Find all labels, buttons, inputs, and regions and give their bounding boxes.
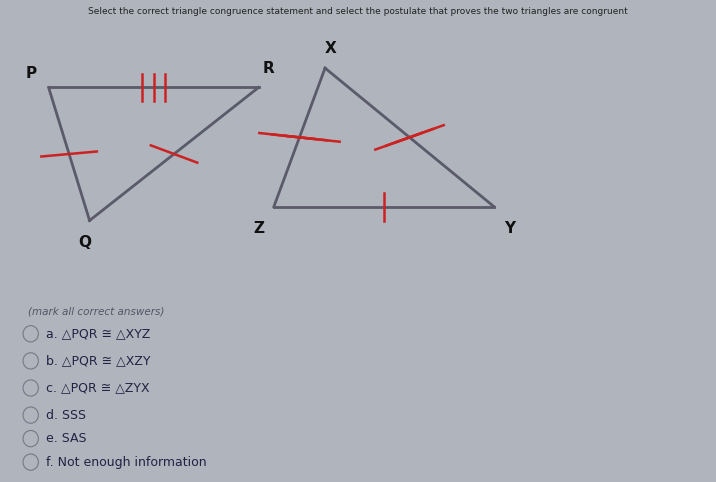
Text: b. △PQR ≅ △XZY: b. △PQR ≅ △XZY (46, 354, 150, 367)
Text: P: P (25, 66, 37, 81)
Text: d. SSS: d. SSS (46, 409, 86, 422)
Text: e. SAS: e. SAS (46, 432, 87, 445)
Text: Q: Q (78, 235, 91, 250)
Text: f. Not enough information: f. Not enough information (46, 455, 207, 469)
Text: Z: Z (253, 221, 264, 236)
Text: Y: Y (504, 221, 515, 236)
Text: X: X (324, 41, 336, 56)
Text: R: R (263, 61, 275, 76)
Text: a. △PQR ≅ △XYZ: a. △PQR ≅ △XYZ (46, 327, 150, 340)
Text: c. △PQR ≅ △ZYX: c. △PQR ≅ △ZYX (46, 382, 150, 394)
Text: Select the correct triangle congruence statement and select the postulate that p: Select the correct triangle congruence s… (88, 7, 628, 16)
Text: (mark all correct answers): (mark all correct answers) (28, 307, 165, 317)
